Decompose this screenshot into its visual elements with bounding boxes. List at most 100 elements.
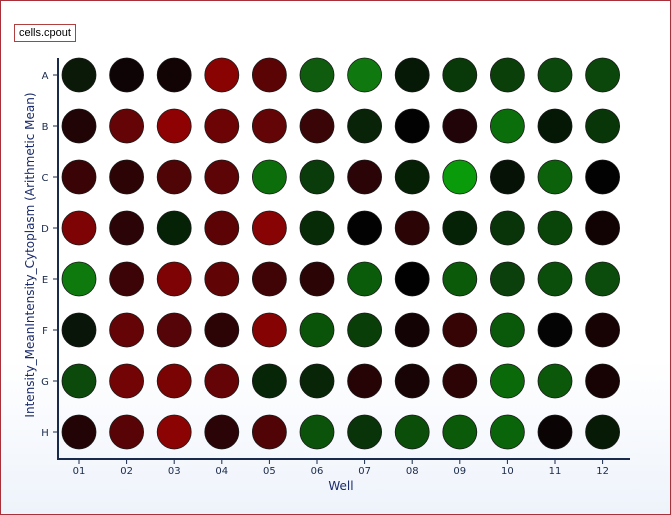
well-G10[interactable] bbox=[489, 363, 525, 399]
well-B03[interactable] bbox=[156, 108, 192, 144]
well-F06[interactable] bbox=[299, 312, 335, 348]
well-C02[interactable] bbox=[109, 159, 144, 195]
well-F07[interactable] bbox=[347, 312, 383, 348]
well-A07[interactable] bbox=[347, 57, 383, 93]
well-E03[interactable] bbox=[156, 261, 192, 297]
y-tick-label: C bbox=[42, 173, 49, 184]
well-B12[interactable] bbox=[585, 108, 620, 144]
well-H09[interactable] bbox=[442, 414, 478, 450]
well-E05[interactable] bbox=[251, 261, 287, 297]
well-B04[interactable] bbox=[204, 108, 240, 144]
well-H11[interactable] bbox=[537, 414, 573, 450]
well-C01[interactable] bbox=[61, 159, 97, 195]
well-G05[interactable] bbox=[251, 363, 287, 399]
well-C08[interactable] bbox=[394, 159, 430, 195]
well-A08[interactable] bbox=[394, 57, 430, 93]
well-G01[interactable] bbox=[61, 363, 97, 399]
well-C07[interactable] bbox=[347, 159, 383, 195]
well-C10[interactable] bbox=[489, 159, 525, 195]
well-C12[interactable] bbox=[585, 159, 620, 195]
well-C03[interactable] bbox=[156, 159, 192, 195]
well-G09[interactable] bbox=[442, 363, 478, 399]
well-H03[interactable] bbox=[156, 414, 192, 450]
well-C04[interactable] bbox=[204, 159, 240, 195]
well-A10[interactable] bbox=[489, 57, 525, 93]
well-H10[interactable] bbox=[489, 414, 525, 450]
well-G07[interactable] bbox=[347, 363, 383, 399]
well-F02[interactable] bbox=[109, 312, 144, 348]
well-A02[interactable] bbox=[109, 57, 144, 93]
well-D11[interactable] bbox=[537, 210, 573, 246]
well-B01[interactable] bbox=[61, 108, 97, 144]
well-D12[interactable] bbox=[585, 210, 620, 246]
well-F05[interactable] bbox=[251, 312, 287, 348]
well-C06[interactable] bbox=[299, 159, 335, 195]
well-B06[interactable] bbox=[299, 108, 335, 144]
well-B11[interactable] bbox=[537, 108, 573, 144]
well-G11[interactable] bbox=[537, 363, 573, 399]
well-F04[interactable] bbox=[204, 312, 240, 348]
well-D08[interactable] bbox=[394, 210, 430, 246]
well-F01[interactable] bbox=[61, 312, 97, 348]
well-B02[interactable] bbox=[109, 108, 144, 144]
well-B07[interactable] bbox=[347, 108, 383, 144]
well-D03[interactable] bbox=[156, 210, 192, 246]
well-E08[interactable] bbox=[394, 261, 430, 297]
well-A05[interactable] bbox=[251, 57, 287, 93]
well-A12[interactable] bbox=[585, 57, 620, 93]
well-H02[interactable] bbox=[109, 414, 144, 450]
well-G06[interactable] bbox=[299, 363, 335, 399]
well-D04[interactable] bbox=[204, 210, 240, 246]
well-B05[interactable] bbox=[251, 108, 287, 144]
well-G04[interactable] bbox=[204, 363, 240, 399]
x-tick-label: 05 bbox=[263, 466, 276, 477]
well-H07[interactable] bbox=[347, 414, 383, 450]
well-A11[interactable] bbox=[537, 57, 573, 93]
well-H06[interactable] bbox=[299, 414, 335, 450]
well-E07[interactable] bbox=[347, 261, 383, 297]
well-G12[interactable] bbox=[585, 363, 620, 399]
well-A03[interactable] bbox=[156, 57, 192, 93]
well-A06[interactable] bbox=[299, 57, 335, 93]
well-H04[interactable] bbox=[204, 414, 240, 450]
well-H05[interactable] bbox=[251, 414, 287, 450]
well-E04[interactable] bbox=[204, 261, 240, 297]
well-E10[interactable] bbox=[489, 261, 525, 297]
well-A09[interactable] bbox=[442, 57, 478, 93]
well-D01[interactable] bbox=[61, 210, 97, 246]
well-F12[interactable] bbox=[585, 312, 620, 348]
well-G02[interactable] bbox=[109, 363, 144, 399]
well-C09[interactable] bbox=[442, 159, 478, 195]
well-F10[interactable] bbox=[489, 312, 525, 348]
well-E01[interactable] bbox=[61, 261, 97, 297]
well-H08[interactable] bbox=[394, 414, 430, 450]
well-G03[interactable] bbox=[156, 363, 192, 399]
well-D07[interactable] bbox=[347, 210, 383, 246]
well-D05[interactable] bbox=[251, 210, 287, 246]
well-D09[interactable] bbox=[442, 210, 478, 246]
well-B09[interactable] bbox=[442, 108, 478, 144]
well-F08[interactable] bbox=[394, 312, 430, 348]
well-C05[interactable] bbox=[251, 159, 287, 195]
well-A01[interactable] bbox=[61, 57, 97, 93]
well-D02[interactable] bbox=[109, 210, 144, 246]
well-H01[interactable] bbox=[61, 414, 97, 450]
well-G08[interactable] bbox=[394, 363, 430, 399]
well-D10[interactable] bbox=[489, 210, 525, 246]
well-D06[interactable] bbox=[299, 210, 335, 246]
well-E12[interactable] bbox=[585, 261, 620, 297]
y-tick-label: E bbox=[42, 275, 48, 286]
well-E09[interactable] bbox=[442, 261, 478, 297]
well-B10[interactable] bbox=[489, 108, 525, 144]
well-E11[interactable] bbox=[537, 261, 573, 297]
well-F03[interactable] bbox=[156, 312, 192, 348]
well-F09[interactable] bbox=[442, 312, 478, 348]
x-tick-label: 08 bbox=[406, 466, 419, 477]
well-B08[interactable] bbox=[394, 108, 430, 144]
well-C11[interactable] bbox=[537, 159, 573, 195]
well-F11[interactable] bbox=[537, 312, 573, 348]
well-E06[interactable] bbox=[299, 261, 335, 297]
well-H12[interactable] bbox=[585, 414, 620, 450]
well-E02[interactable] bbox=[109, 261, 144, 297]
well-A04[interactable] bbox=[204, 57, 240, 93]
